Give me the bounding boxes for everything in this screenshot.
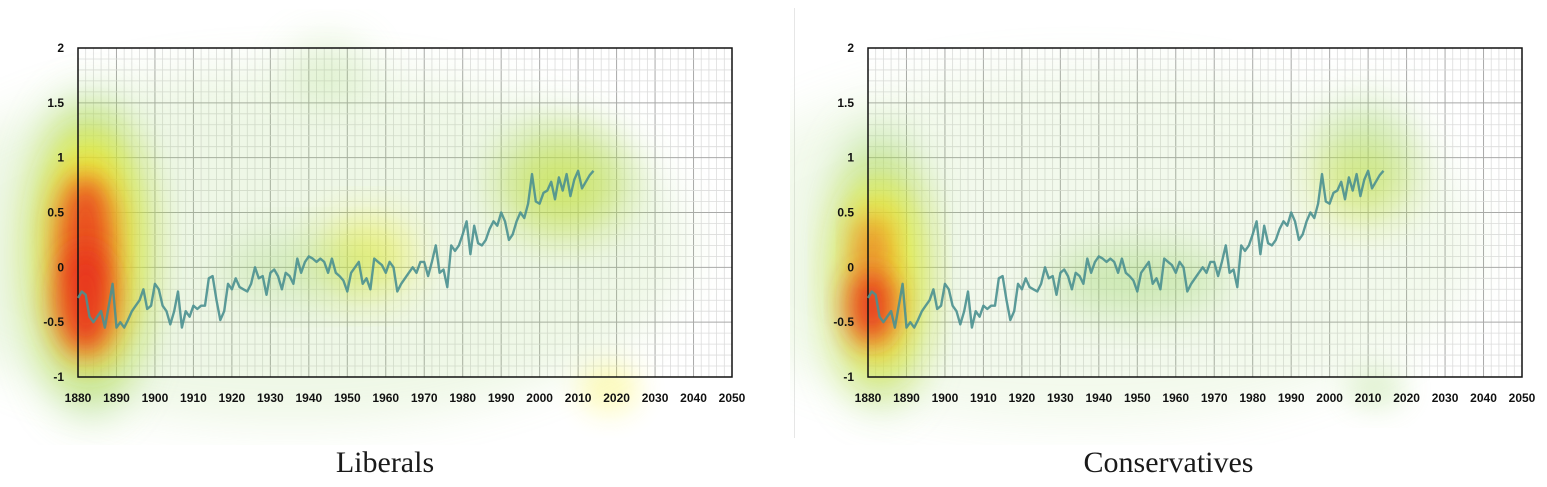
x-tick-label: 1970: [411, 391, 438, 405]
x-tick-label: 1890: [893, 391, 920, 405]
x-tick-label: 1960: [1162, 391, 1189, 405]
x-tick-label: 2040: [1470, 391, 1497, 405]
heatmap-blob: [288, 39, 369, 100]
x-tick-label: 1920: [219, 391, 246, 405]
x-tick-label: 1960: [372, 391, 399, 405]
y-tick-label: 1.5: [47, 96, 64, 110]
y-tick-label: 1: [847, 151, 854, 165]
y-tick-label: 0.5: [837, 206, 854, 220]
y-tick-label: 0.5: [47, 206, 64, 220]
series-line: [76, 169, 595, 329]
x-tick-label: 1910: [180, 391, 207, 405]
x-tick-label: 2030: [1432, 391, 1459, 405]
x-tick-label: 1900: [142, 391, 169, 405]
heatmap-blob: [492, 119, 633, 240]
x-tick-label: 2010: [565, 391, 592, 405]
x-tick-label: 2020: [1393, 391, 1420, 405]
chart-caption-conservatives: Conservatives: [1083, 446, 1254, 479]
x-tick-label: 2030: [642, 391, 669, 405]
y-tick-label: 2: [57, 41, 64, 55]
x-tick-label: 1970: [1201, 391, 1228, 405]
y-tick-label: 1.5: [837, 96, 854, 110]
plot-frame: [77, 47, 733, 378]
x-tick-label: 1980: [449, 391, 476, 405]
x-tick-label: 2000: [526, 391, 553, 405]
heatmap-blob: [1318, 97, 1419, 218]
heatmap-blob: [853, 215, 890, 276]
chart-liberals: -1 -0.5 0 0.5 1 1.5 2 1880 1890 1900 1910 1920 1930 1…: [0, 39, 746, 426]
x-tick-label: 1950: [334, 391, 361, 405]
x-tick-label: 1900: [932, 391, 959, 405]
x-tick-label: 2000: [1316, 391, 1343, 405]
x-tick-label: 1920: [1009, 391, 1036, 405]
x-tick-label: 1880: [65, 391, 92, 405]
series-line: [866, 169, 1385, 329]
heatmap-blob: [1047, 243, 1228, 314]
heatmap-blob: [1345, 367, 1406, 408]
x-tick-label: 1890: [103, 391, 130, 405]
y-tick-label: -0.5: [43, 315, 64, 329]
y-tick-label: 2: [847, 41, 854, 55]
y-tick-label: 0: [57, 260, 64, 274]
x-tick-label: 1950: [1124, 391, 1151, 405]
y-tick-label: -1: [843, 370, 854, 384]
y-tick-label: 1: [57, 151, 64, 165]
heatmap-overlay-conservatives: [790, 65, 1480, 426]
chart-caption-liberals: Liberals: [335, 446, 435, 479]
x-tick-label: 1980: [1239, 391, 1266, 405]
x-tick-label: 1930: [257, 391, 284, 405]
plot-frame: [867, 47, 1523, 378]
x-tick-label: 1880: [855, 391, 882, 405]
chart-panel-liberals: -1 -0.5 0 0.5 1 1.5 2 1880 1890 1900 1910 1920 1930 1…: [0, 0, 770, 487]
x-tick-label: 1990: [488, 391, 515, 405]
y-tick-label: 0: [847, 260, 854, 274]
heatmap-blob: [847, 265, 896, 346]
x-tick-label: 1940: [1085, 391, 1112, 405]
x-tick-label: 1910: [970, 391, 997, 405]
x-tick-label: 2050: [719, 391, 746, 405]
heatmap-blob: [218, 237, 399, 298]
chart-panel-conservatives: -1 -0.5 0 0.5 1 1.5 2 1880 1890 1900 1910 1920 1930 1…: [790, 0, 1547, 487]
x-tick-label: 2040: [680, 391, 707, 405]
x-tick-label: 1940: [295, 391, 322, 405]
x-tick-label: 1930: [1047, 391, 1074, 405]
x-tick-label: 2020: [603, 391, 630, 405]
chart-conservatives: -1 -0.5 0 0.5 1 1.5 2 1880 1890 1900 1910 1920 1930 1…: [790, 41, 1536, 426]
heatmap-blob: [578, 362, 639, 413]
x-tick-label: 2050: [1509, 391, 1536, 405]
y-tick-label: -1: [53, 370, 64, 384]
y-tick-label: -0.5: [833, 315, 854, 329]
x-tick-label: 2010: [1355, 391, 1382, 405]
x-tick-label: 1990: [1278, 391, 1305, 405]
